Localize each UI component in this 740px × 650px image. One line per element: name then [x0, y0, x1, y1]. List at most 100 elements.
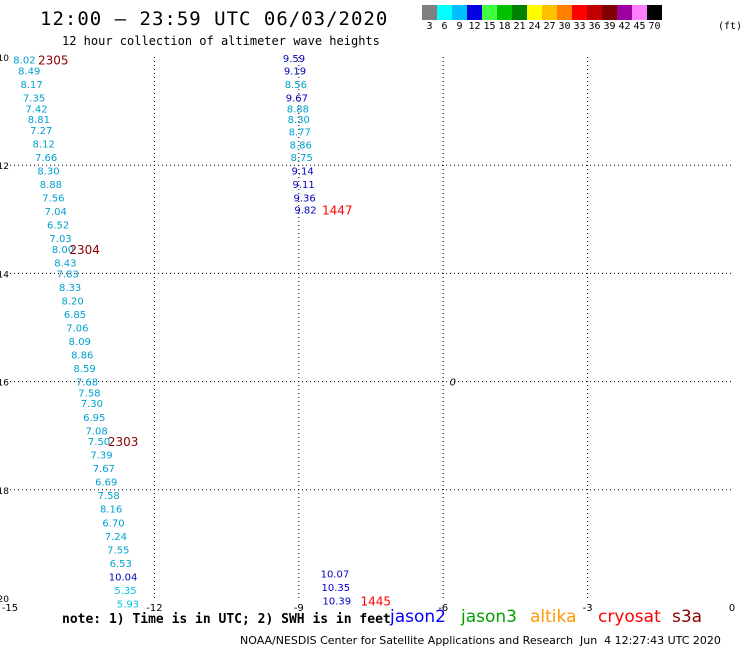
y-tick-label: -14 [0, 270, 9, 280]
swh-value: 9.19 [284, 67, 306, 78]
colorbar-swatch-1 [437, 5, 452, 20]
swh-value: 7.67 [93, 464, 115, 475]
swh-value: 7.83 [57, 269, 79, 280]
colorbar-swatch-10 [572, 5, 587, 20]
swh-value: 7.24 [105, 532, 127, 543]
swh-value: 8.86 [71, 351, 93, 362]
swh-value: 7.27 [30, 126, 52, 137]
x-tick-label: -9 [294, 603, 304, 614]
colorbar-label-8: 27 [543, 21, 556, 32]
colorbar-label-9: 30 [558, 21, 571, 32]
chart-subtitle: 12 hour collection of altimeter wave hei… [62, 34, 380, 48]
colorbar-swatch-8 [542, 5, 557, 20]
colorbar-swatch-11 [587, 5, 602, 20]
swh-value: 7.58 [78, 388, 100, 399]
colorbar-swatch-14 [632, 5, 647, 20]
swh-value: 7.39 [90, 451, 112, 462]
swh-value: 8.16 [100, 505, 122, 516]
swh-value: 8.43 [54, 259, 76, 270]
colorbar-label-1: 6 [441, 21, 448, 32]
swh-value: 8.20 [61, 296, 83, 307]
colorbar-label-5: 18 [498, 21, 511, 32]
swh-value: 8.88 [40, 180, 62, 191]
colorbar-labels: 3 6 9 12 15 18 21 24 27 30 33 36 39 42 45 70 [422, 21, 662, 32]
swh-value: 8.30 [37, 167, 59, 178]
colorbar-label-0: 3 [426, 21, 433, 32]
x-tick-label: -15 [2, 603, 18, 614]
swh-value: 9.14 [292, 167, 314, 178]
swh-value: 9.82 [294, 206, 316, 217]
colorbar-label-4: 15 [483, 21, 496, 32]
swh-value: 8.88 [287, 104, 309, 115]
x-tick-label: -6 [438, 603, 448, 614]
pass-time-label: 2304 [69, 243, 100, 257]
colorbar-label-13: 42 [618, 21, 631, 32]
y-tick-label: -12 [0, 162, 9, 172]
swh-value: 7.08 [86, 426, 108, 437]
colorbar-label-11: 36 [588, 21, 601, 32]
chart-title: 12:00 – 23:59 UTC 06/03/2020 [40, 8, 389, 30]
swh-value: 8.02 [13, 56, 35, 67]
swh-value: 6.70 [102, 518, 124, 529]
swh-value: 7.30 [81, 399, 103, 410]
swh-value: 9.67 [286, 94, 308, 105]
colorbar-swatch-7 [527, 5, 542, 20]
colorbar-swatch-15 [647, 5, 662, 20]
colorbar-unit: (ft) [718, 21, 740, 32]
swh-value: 5.93 [117, 599, 139, 610]
swh-value: 7.04 [45, 207, 67, 218]
swh-value: 7.50 [88, 437, 110, 448]
swh-value: 8.30 [288, 115, 310, 126]
y-tick-label: -18 [0, 487, 9, 497]
note-text: note: 1) Time is in UTC; 2) SWH is in fe… [62, 612, 391, 627]
legend-jason2: jason2 [390, 607, 446, 627]
x-tick-label: -3 [583, 603, 593, 614]
swh-value: 8.75 [291, 153, 313, 164]
swh-value: 6.53 [110, 559, 132, 570]
colorbar-label-3: 12 [468, 21, 481, 32]
y-tick-label: -10 [0, 54, 9, 64]
swh-value: 7.58 [98, 491, 120, 502]
swh-value: 8.77 [289, 128, 311, 139]
colorbar-swatch-12 [602, 5, 617, 20]
legend-jason3: jason3 [461, 607, 517, 627]
colorbar-label-15: 70 [648, 21, 661, 32]
swh-value: 6.69 [95, 478, 117, 489]
legend-altika: altika [530, 607, 577, 627]
colorbar-label-6: 21 [513, 21, 526, 32]
swh-value: 7.56 [42, 194, 64, 205]
colorbar-label-12: 39 [603, 21, 616, 32]
footer-timestamp: Jun 4 12:27:43 UTC 2020 [580, 634, 721, 647]
colorbar-label-7: 24 [528, 21, 541, 32]
colorbar-swatch-13 [617, 5, 632, 20]
colorbar-swatch-3 [467, 5, 482, 20]
swh-value: 7.42 [25, 104, 47, 115]
colorbar-label-2: 9 [456, 21, 463, 32]
y-tick-label: -16 [0, 379, 9, 389]
x-tick-label: -12 [146, 603, 162, 614]
swh-value: 9.59 [283, 54, 305, 65]
colorbar-swatch-5 [497, 5, 512, 20]
swh-value: 8.00 [52, 245, 74, 256]
swh-value: 5.35 [114, 586, 136, 597]
y-tick-label: -20 [0, 595, 9, 605]
swh-value: 7.06 [66, 324, 88, 335]
swh-value: 8.09 [69, 337, 91, 348]
legend-s3a: s3a [672, 607, 703, 627]
colorbar-swatch-9 [557, 5, 572, 20]
colorbar-label-14: 45 [633, 21, 646, 32]
swh-value: 6.95 [83, 413, 105, 424]
pass-time-label: 2303 [108, 435, 139, 449]
x-tick-label: 0 [729, 603, 735, 614]
swh-value: 8.33 [59, 283, 81, 294]
legend-cryosat: cryosat [598, 607, 661, 627]
swh-value: 8.81 [28, 115, 50, 126]
pass-time-label: 2305 [38, 54, 69, 68]
swh-value: 8.12 [33, 140, 55, 151]
plot-annotation: 0 [450, 378, 456, 389]
swh-value: 10.07 [321, 570, 350, 581]
colorbar-label-10: 33 [573, 21, 586, 32]
colorbar [422, 5, 662, 20]
swh-value: 7.35 [23, 94, 45, 105]
swh-value: 7.03 [49, 234, 71, 245]
